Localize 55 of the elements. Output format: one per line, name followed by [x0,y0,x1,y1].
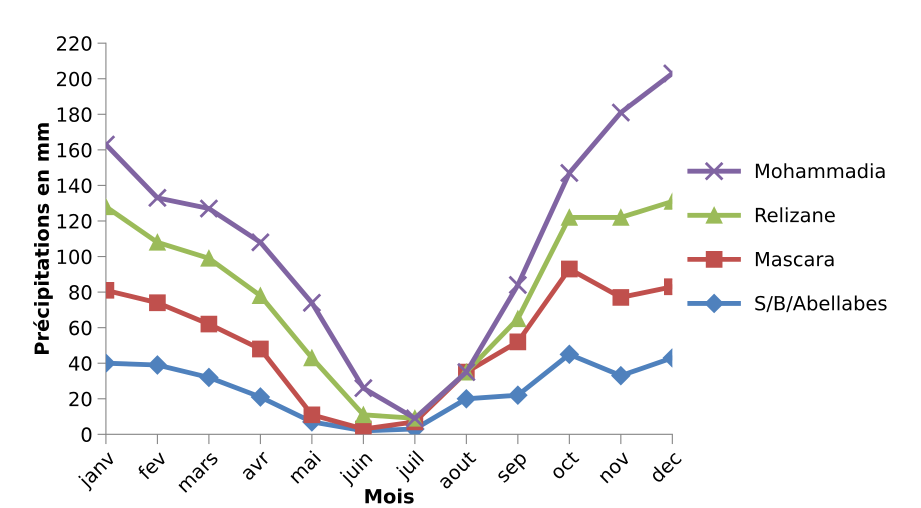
point [304,406,320,424]
point [148,355,167,375]
point [200,316,218,332]
point [612,289,630,306]
y-tick-label: 180 [58,107,92,122]
y-tick-label: 120 [58,214,92,229]
y-tick-label: 220 [57,36,92,51]
point [354,378,374,398]
point [560,163,580,183]
y-tick-label: 100 [58,249,92,264]
point [355,406,372,424]
point [611,366,630,386]
y-axis-title: Précipitations en mm [33,123,53,354]
point [510,334,526,350]
y-tick-label: 200 [57,72,92,86]
y-tick-label: 20 [69,392,92,406]
point [149,294,166,312]
x-axis-title: Mois [365,488,414,504]
point [302,293,322,312]
point [456,389,476,408]
legend-label: Mohammadia [756,163,885,178]
point [612,209,630,226]
point [250,387,270,407]
x-tick-label: dec [648,450,682,484]
y-tick-label: 80 [69,285,92,300]
point [510,310,526,328]
point [250,232,270,252]
point [560,344,579,364]
x-tick-label: avr [242,452,272,481]
point [200,250,218,267]
y-tick-label: 160 [58,142,92,158]
point [611,102,631,122]
x-tick-label: fev [136,449,168,481]
legend-label: Mascara [756,252,834,266]
y-tick-label: 0 [82,427,92,442]
x-tick-label: nov [600,452,632,484]
legend-label: S/B/Abellabes [755,295,887,312]
point [561,209,578,226]
point [304,350,320,366]
point [508,386,528,405]
x-tick-label: sep [496,452,530,486]
y-tick-label: 40 [68,356,92,371]
x-tick-label: oct [550,450,580,480]
y-tick-label: 140 [58,178,92,194]
point [148,188,168,208]
legend-label: Relizane [756,207,835,222]
point [561,260,578,278]
point [252,340,269,358]
point [199,198,219,218]
point [252,287,269,304]
point [149,234,166,251]
point [199,368,218,387]
point [508,275,528,295]
y-tick-label: 60 [69,320,92,336]
x-tick-label: juil [394,450,427,483]
